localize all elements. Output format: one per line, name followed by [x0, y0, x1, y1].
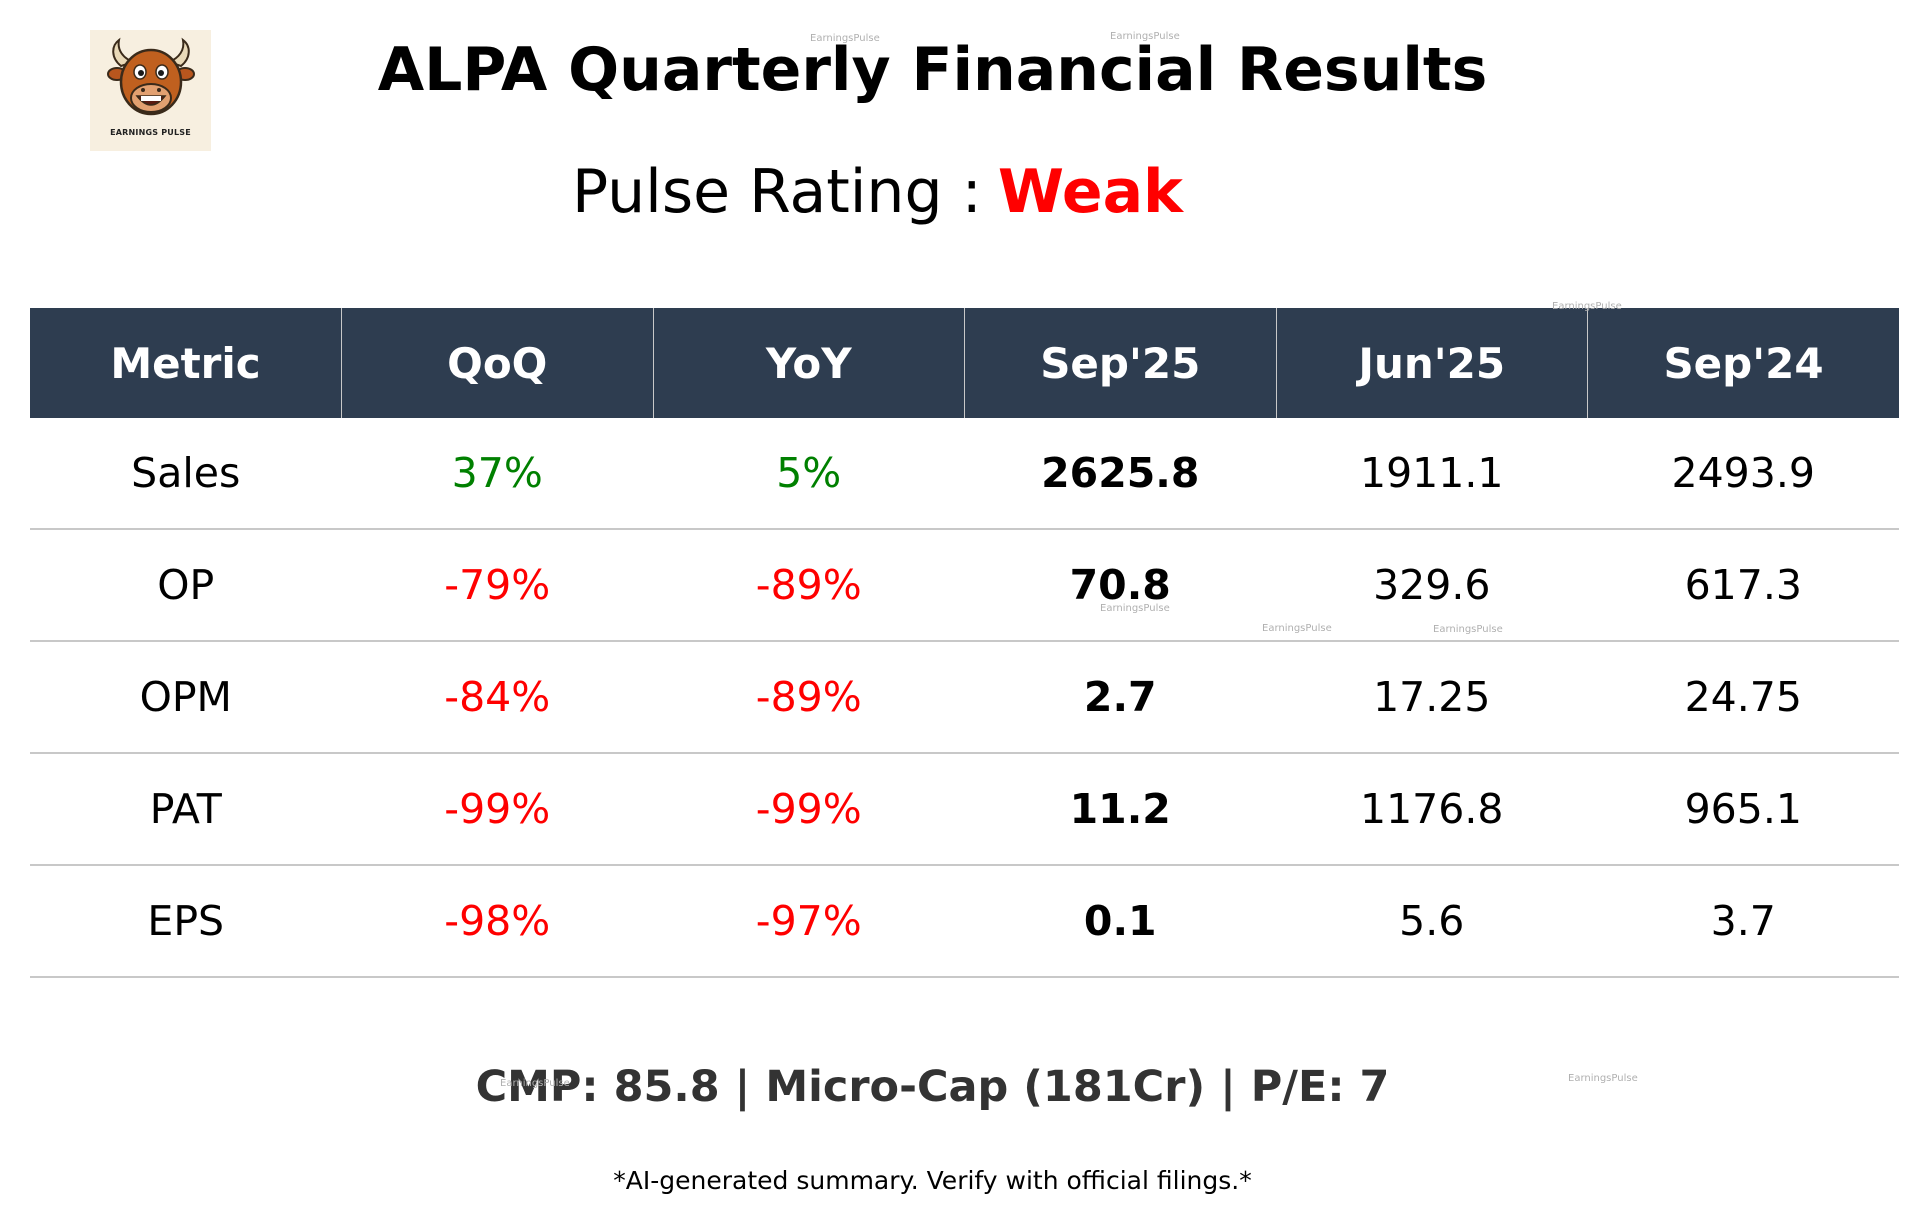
- table-row-op: OP -79% -89% 70.8 329.6 617.3: [30, 529, 1899, 642]
- watermark: EarningsPulse: [1262, 623, 1332, 634]
- qoq-cell: -79%: [341, 529, 653, 642]
- sep24-cell: 2493.9: [1587, 418, 1899, 530]
- yoy-cell: -99%: [653, 753, 965, 866]
- column-header-sep24: Sep'24: [1587, 308, 1899, 418]
- sep25-cell: 2625.8: [964, 418, 1276, 530]
- yoy-cell: -89%: [653, 641, 965, 754]
- watermark: EarningsPulse: [1568, 1073, 1638, 1084]
- watermark: EarningsPulse: [1433, 624, 1503, 635]
- column-header-jun25: Jun'25: [1276, 308, 1588, 418]
- pulse-rating-value: Weak: [997, 157, 1183, 227]
- metric-cell: Sales: [30, 418, 342, 530]
- metric-cell: PAT: [30, 753, 342, 866]
- yoy-cell: -97%: [653, 865, 965, 978]
- jun25-cell: 17.25: [1276, 641, 1588, 754]
- jun25-cell: 1176.8: [1276, 753, 1588, 866]
- metric-cell: OPM: [30, 641, 342, 754]
- column-header-qoq: QoQ: [341, 308, 654, 418]
- jun25-cell: 1911.1: [1276, 418, 1588, 530]
- column-header-sep25: Sep'25: [964, 308, 1277, 418]
- sep25-cell: 2.7: [964, 641, 1276, 754]
- table-row-eps: EPS -98% -97% 0.1 5.6 3.7: [30, 865, 1899, 978]
- watermark: EarningsPulse: [1100, 603, 1170, 614]
- results-table: Metric QoQ YoY Sep'25 Jun'25 Sep'24 Sale…: [30, 308, 1899, 978]
- pulse-rating: Pulse Rating : Weak: [0, 156, 1755, 228]
- jun25-cell: 5.6: [1276, 865, 1588, 978]
- sep24-cell: 965.1: [1587, 753, 1899, 866]
- pulse-rating-label: Pulse Rating :: [572, 157, 982, 227]
- page-title: ALPA Quarterly Financial Results: [377, 35, 1488, 105]
- sep24-cell: 3.7: [1587, 865, 1899, 978]
- logo-text: EARNINGS PULSE: [110, 128, 191, 137]
- disclaimer: *AI-generated summary. Verify with offic…: [613, 1166, 1252, 1195]
- table-row-sales: Sales 37% 5% 2625.8 1911.1 2493.9: [30, 418, 1899, 530]
- watermark: EarningsPulse: [1552, 301, 1622, 312]
- sep24-cell: 617.3: [1587, 529, 1899, 642]
- column-header-yoy: YoY: [653, 308, 965, 418]
- metric-cell: EPS: [30, 865, 342, 978]
- watermark: EarningsPulse: [1110, 31, 1180, 42]
- watermark: EarningsPulse: [810, 33, 880, 44]
- watermark: EarningsPulse: [500, 1078, 570, 1089]
- table-row-pat: PAT -99% -99% 11.2 1176.8 965.1: [30, 753, 1899, 866]
- jun25-cell: 329.6: [1276, 529, 1588, 642]
- bull-mascot-icon: [106, 37, 195, 116]
- metric-cell: OP: [30, 529, 342, 642]
- qoq-cell: -99%: [341, 753, 653, 866]
- qoq-cell: -84%: [341, 641, 653, 754]
- earnings-pulse-logo: EARNINGS PULSE: [90, 30, 211, 151]
- sep24-cell: 24.75: [1587, 641, 1899, 754]
- sep25-cell: 11.2: [964, 753, 1276, 866]
- qoq-cell: 37%: [341, 418, 653, 530]
- sep25-cell: 0.1: [964, 865, 1276, 978]
- table-row-opm: OPM -84% -89% 2.7 17.25 24.75: [30, 641, 1899, 754]
- table-header-row: Metric QoQ YoY Sep'25 Jun'25 Sep'24: [30, 308, 1899, 418]
- sep25-cell: 70.8: [964, 529, 1276, 642]
- qoq-cell: -98%: [341, 865, 653, 978]
- yoy-cell: -89%: [653, 529, 965, 642]
- yoy-cell: 5%: [653, 418, 965, 530]
- market-info-footer: CMP: 85.8 | Micro-Cap (181Cr) | P/E: 7: [475, 1062, 1390, 1112]
- column-header-metric: Metric: [30, 308, 342, 418]
